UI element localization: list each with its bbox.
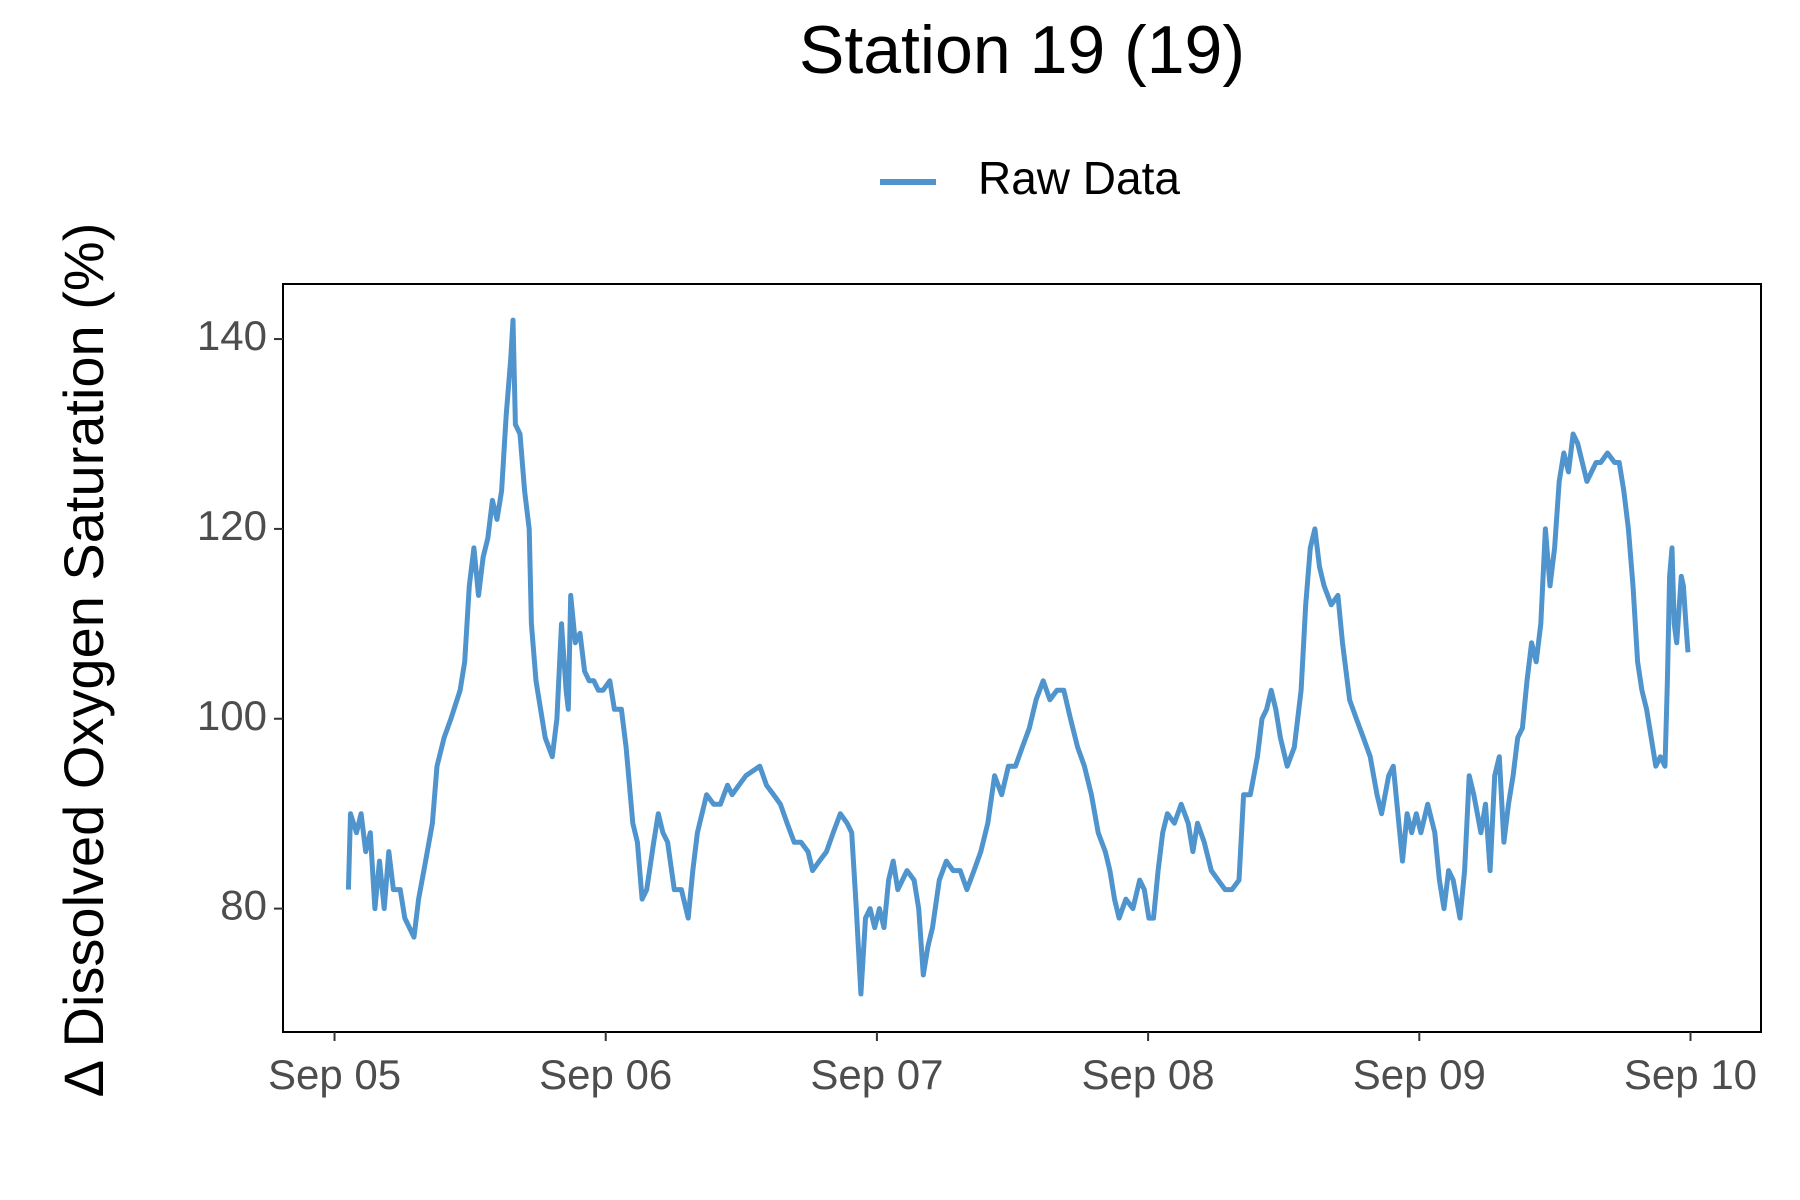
x-tick-label: Sep 09 (1353, 1051, 1486, 1098)
chart-title: Station 19 (19) (799, 12, 1245, 88)
x-tick-label: Sep 10 (1624, 1051, 1757, 1098)
y-tick-label: 80 (220, 882, 267, 929)
x-tick-label: Sep 05 (268, 1051, 401, 1098)
x-tick-label: Sep 08 (1082, 1051, 1215, 1098)
legend-label: Raw Data (978, 152, 1180, 204)
x-tick-label: Sep 06 (539, 1051, 672, 1098)
y-axis-title: Δ Dissolved Oxygen Saturation (%) (52, 223, 115, 1098)
y-tick-label: 100 (197, 692, 267, 739)
data-line (345, 317, 1691, 997)
x-tick-label: Sep 07 (810, 1051, 943, 1098)
plot-frame (282, 283, 1762, 1033)
y-tick-label: 120 (197, 502, 267, 549)
y-tick-label: 140 (197, 312, 267, 359)
